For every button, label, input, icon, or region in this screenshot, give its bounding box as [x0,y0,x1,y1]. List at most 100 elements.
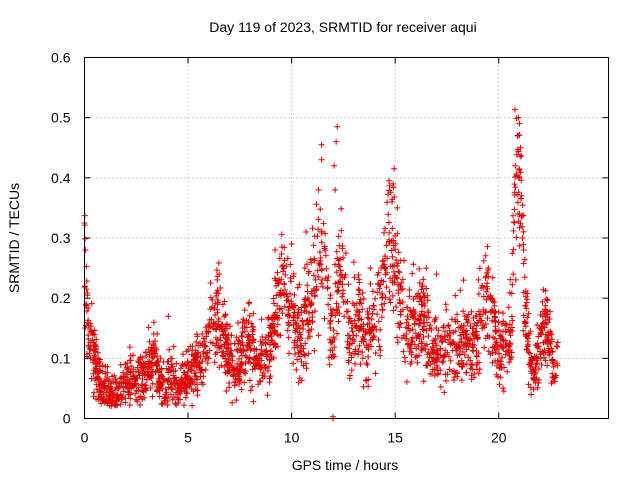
data-point [519,235,526,241]
data-point [391,279,398,286]
data-point [399,298,406,305]
data-point [446,330,453,337]
data-point [188,385,195,392]
data-point [172,367,179,374]
data-point [250,398,257,405]
data-point [404,316,411,323]
data-point [311,308,318,315]
data-point [181,388,188,395]
data-point [306,333,313,340]
data-point [304,320,311,327]
data-point [382,225,389,232]
data-point [352,360,359,367]
data-point [463,369,470,376]
data-point [146,338,153,345]
data-point [236,375,243,382]
data-point [486,333,493,340]
data-point [541,324,548,331]
data-point [548,338,555,345]
data-point [309,319,316,326]
data-point [380,257,387,264]
data-point [231,340,238,347]
data-point [381,229,388,236]
data-point [516,210,523,217]
data-point [356,276,363,283]
data-point [278,231,285,238]
data-point [90,343,97,350]
data-point [217,284,224,291]
data-point [191,373,198,380]
data-point [521,256,528,263]
data-point [389,253,396,260]
data-point [452,370,459,377]
data-point [330,327,337,334]
data-point [345,281,352,288]
data-point [150,354,157,361]
data-point [440,358,447,365]
data-point [225,356,232,363]
data-point [342,250,349,257]
data-point [359,349,366,356]
data-point [551,378,558,385]
data-point [225,341,232,348]
data-point [357,361,364,368]
data-point [88,300,95,307]
data-point [362,377,369,384]
data-point [321,245,328,252]
data-point [434,371,441,378]
data-point [229,364,236,371]
data-point [142,382,149,389]
data-point [291,309,298,316]
data-point [141,365,148,372]
data-point [366,320,373,327]
data-point [414,293,421,300]
data-point [237,341,244,348]
data-point [145,364,152,371]
data-point [338,227,345,234]
data-point [166,376,173,383]
data-point [495,327,502,334]
data-point [322,252,329,259]
data-point [239,333,246,340]
data-point [425,307,432,314]
data-point [132,378,139,385]
data-point [234,366,241,373]
data-point [473,348,480,355]
data-point [282,271,289,278]
data-point [256,355,263,362]
data-point [82,302,89,309]
data-point [358,316,365,323]
data-point [487,294,494,301]
data-point [262,348,269,355]
data-point [280,262,287,269]
data-point [518,214,525,221]
data-point [191,379,198,386]
data-point [204,359,211,366]
data-point [104,376,111,383]
data-point [463,334,470,341]
data-point [381,300,388,307]
data-point [160,375,167,382]
data-point [207,280,214,287]
data-point [301,265,308,272]
data-point [128,363,135,370]
data-point [396,297,403,304]
data-point [318,141,325,148]
data-point [353,322,360,329]
data-point [251,348,258,355]
data-point [423,362,430,369]
data-point [202,354,209,361]
data-point [290,314,297,321]
data-point [181,402,188,409]
data-point [522,288,529,295]
data-point [502,320,509,327]
data-point [516,224,523,231]
data-point [219,301,226,308]
data-point [458,377,465,384]
data-point [538,331,545,338]
data-point [329,310,336,317]
data-point [87,339,94,346]
data-point [173,360,180,367]
data-point [333,138,340,145]
